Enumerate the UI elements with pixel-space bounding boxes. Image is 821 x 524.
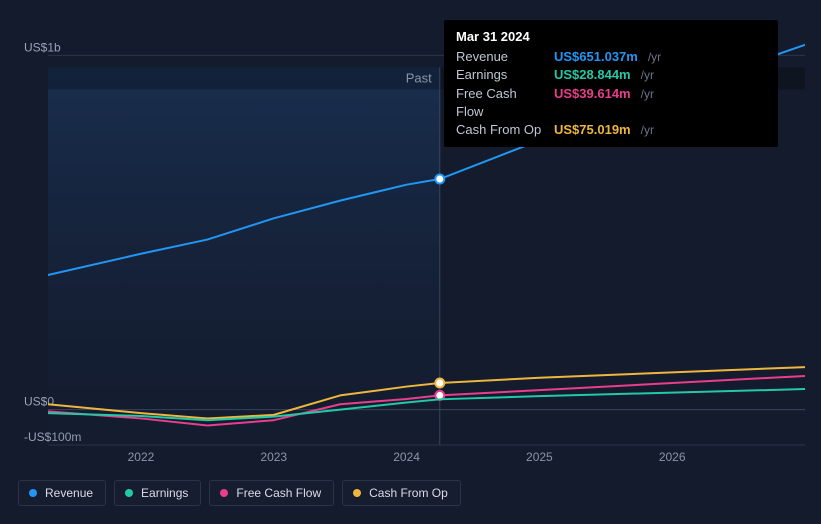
tooltip-metric-label: Free Cash Flow — [456, 85, 546, 121]
tooltip-metric-unit: /yr — [641, 122, 654, 139]
tooltip-row: Cash From Op US$75.019m/yr — [456, 121, 766, 139]
legend-swatch-icon — [29, 489, 37, 497]
tooltip-metric-unit: /yr — [641, 86, 654, 103]
financials-chart: US$1bUS$0-US$100mPastAnalysts Forecasts2… — [18, 20, 805, 470]
x-axis-label: 2023 — [260, 450, 287, 464]
x-axis-label: 2026 — [659, 450, 686, 464]
series-marker-revenue — [435, 175, 444, 184]
tooltip-metric-value: US$39.614m — [554, 85, 631, 103]
y-axis-label: US$1b — [24, 40, 61, 54]
tooltip-metric-value: US$651.037m — [554, 48, 638, 66]
tooltip-date: Mar 31 2024 — [456, 28, 766, 46]
x-axis-label: 2024 — [393, 450, 420, 464]
legend-label: Earnings — [141, 486, 188, 500]
tooltip-row: Revenue US$651.037m/yr — [456, 48, 766, 66]
x-axis-label: 2022 — [128, 450, 155, 464]
tooltip-metric-unit: /yr — [648, 49, 661, 66]
legend-swatch-icon — [125, 489, 133, 497]
chart-tooltip: Mar 31 2024 RevenueUS$651.037m/yrEarning… — [444, 20, 778, 147]
series-marker-cash_from_op — [435, 379, 444, 388]
legend-swatch-icon — [353, 489, 361, 497]
past-region-shade — [48, 67, 440, 445]
tooltip-metric-value: US$75.019m — [554, 121, 631, 139]
tooltip-metric-value: US$28.844m — [554, 66, 631, 84]
legend-label: Cash From Op — [369, 486, 448, 500]
legend-item-earnings[interactable]: Earnings — [114, 480, 201, 506]
tooltip-metric-label: Revenue — [456, 48, 546, 66]
legend-label: Free Cash Flow — [236, 486, 321, 500]
tooltip-row: Earnings US$28.844m/yr — [456, 66, 766, 84]
legend-label: Revenue — [45, 486, 93, 500]
tooltip-metric-unit: /yr — [641, 67, 654, 84]
legend-item-cash_from_op[interactable]: Cash From Op — [342, 480, 461, 506]
legend-item-free_cash_flow[interactable]: Free Cash Flow — [209, 480, 334, 506]
tooltip-row: Free Cash Flow US$39.614m/yr — [456, 85, 766, 121]
tooltip-metric-label: Earnings — [456, 66, 546, 84]
tooltip-metric-label: Cash From Op — [456, 121, 546, 139]
legend-item-revenue[interactable]: Revenue — [18, 480, 106, 506]
legend-swatch-icon — [220, 489, 228, 497]
chart-legend: Revenue Earnings Free Cash Flow Cash From O… — [18, 480, 461, 506]
past-label: Past — [406, 70, 432, 85]
x-axis-label: 2025 — [526, 450, 553, 464]
